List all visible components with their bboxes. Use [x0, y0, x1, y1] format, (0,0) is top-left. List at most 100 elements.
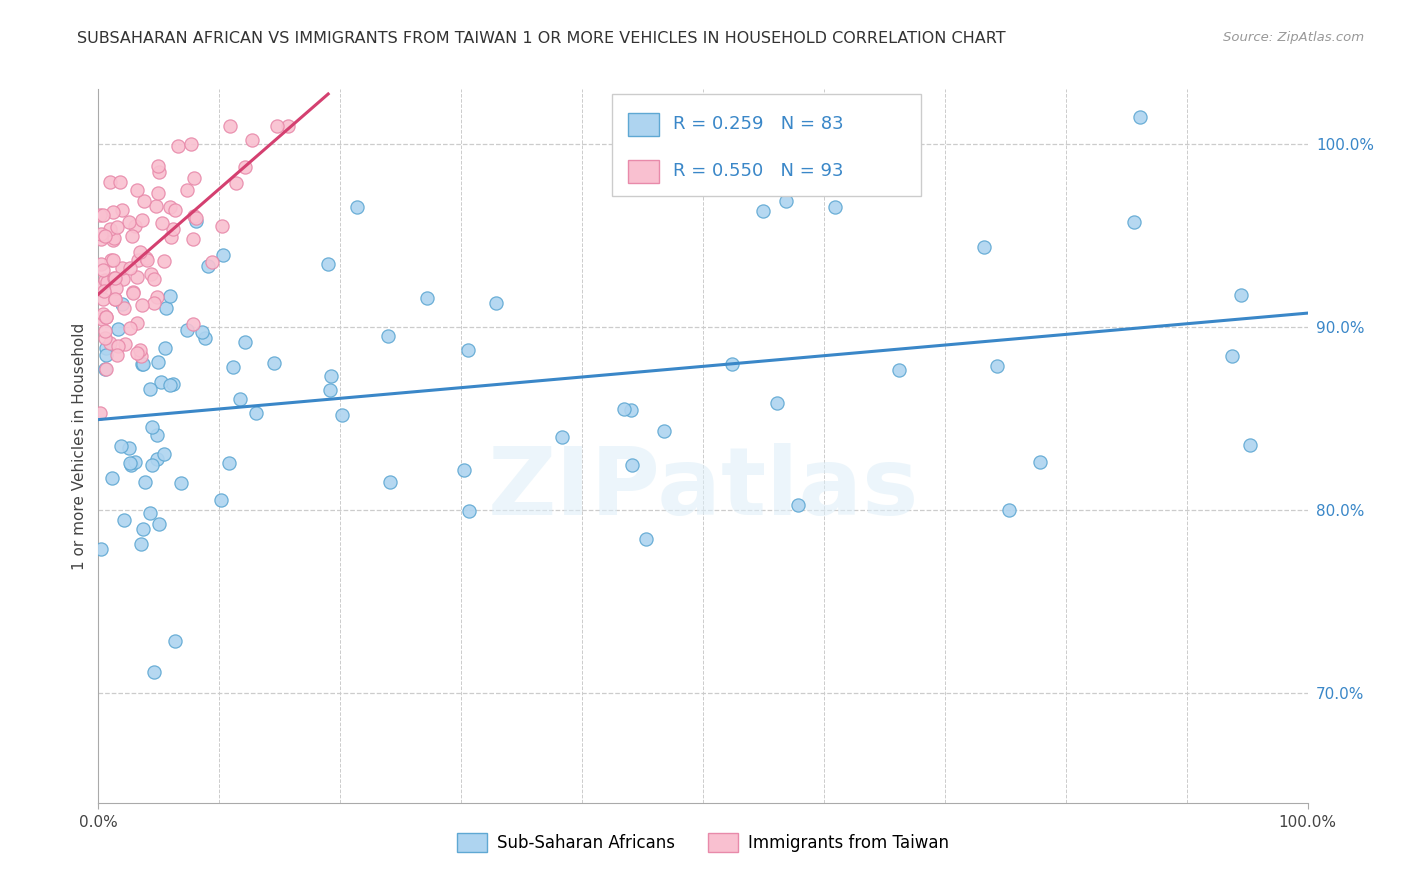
- Point: [94, 341, 117, 355]
- Point: [200, 255, 222, 269]
- Point: [110, 439, 132, 453]
- Point: [1230, 287, 1253, 301]
- Point: [107, 220, 129, 235]
- Y-axis label: 1 or more Vehicles in Household: 1 or more Vehicles in Household: [72, 322, 87, 570]
- Point: [620, 403, 643, 417]
- Point: [636, 532, 658, 546]
- Point: [146, 186, 169, 200]
- Point: [152, 447, 174, 461]
- Point: [94, 324, 117, 338]
- Point: [129, 536, 152, 550]
- Point: [111, 202, 134, 217]
- Point: [998, 503, 1021, 517]
- Point: [551, 430, 574, 444]
- Point: [101, 233, 124, 247]
- Point: [93, 228, 115, 243]
- Point: [104, 281, 127, 295]
- Point: [416, 291, 439, 305]
- Point: [112, 301, 135, 315]
- Point: [104, 292, 127, 306]
- Point: [125, 346, 148, 360]
- Point: [183, 209, 205, 223]
- Point: [91, 311, 114, 326]
- Point: [219, 119, 242, 133]
- Point: [181, 232, 204, 246]
- Point: [103, 271, 125, 285]
- Point: [146, 159, 169, 173]
- Point: [330, 409, 353, 423]
- Point: [194, 331, 217, 345]
- Text: R = 0.550   N = 93: R = 0.550 N = 93: [673, 162, 844, 180]
- Point: [233, 160, 256, 174]
- Point: [159, 289, 181, 303]
- Point: [118, 214, 141, 228]
- Point: [613, 402, 636, 417]
- Point: [652, 424, 675, 438]
- Point: [94, 310, 117, 324]
- Point: [114, 336, 136, 351]
- Point: [90, 256, 112, 270]
- Point: [122, 285, 145, 300]
- Text: R = 0.259   N = 83: R = 0.259 N = 83: [673, 115, 844, 133]
- Point: [103, 253, 125, 268]
- Point: [94, 331, 117, 345]
- Point: [136, 252, 159, 267]
- Point: [184, 214, 207, 228]
- Point: [107, 339, 129, 353]
- Point: [752, 204, 775, 219]
- Point: [91, 292, 114, 306]
- Point: [277, 119, 299, 133]
- Point: [163, 202, 186, 217]
- Point: [129, 349, 152, 363]
- Point: [90, 280, 112, 294]
- Point: [94, 273, 117, 287]
- Point: [111, 297, 134, 311]
- Point: [101, 471, 124, 485]
- Point: [135, 251, 157, 265]
- Point: [118, 321, 141, 335]
- Point: [184, 211, 207, 226]
- Point: [245, 406, 267, 420]
- Point: [155, 301, 177, 315]
- Point: [131, 212, 153, 227]
- Point: [1220, 349, 1243, 363]
- Point: [218, 457, 240, 471]
- Point: [90, 231, 112, 245]
- Point: [240, 133, 263, 147]
- Point: [263, 356, 285, 370]
- Point: [141, 420, 163, 434]
- Point: [112, 513, 135, 527]
- Point: [165, 633, 187, 648]
- Point: [145, 198, 167, 212]
- Point: [104, 293, 127, 307]
- Point: [127, 253, 149, 268]
- Point: [91, 307, 114, 321]
- Point: [453, 463, 475, 477]
- Legend: Sub-Saharan Africans, Immigrants from Taiwan: Sub-Saharan Africans, Immigrants from Ta…: [450, 826, 956, 859]
- Point: [146, 355, 169, 369]
- Point: [124, 454, 146, 468]
- Point: [457, 343, 479, 358]
- Point: [89, 406, 111, 420]
- Point: [139, 382, 162, 396]
- Point: [146, 290, 169, 304]
- Point: [125, 182, 148, 196]
- Point: [121, 229, 143, 244]
- Text: SUBSAHARAN AFRICAN VS IMMIGRANTS FROM TAIWAN 1 OR MORE VEHICLES IN HOUSEHOLD COR: SUBSAHARAN AFRICAN VS IMMIGRANTS FROM TA…: [77, 31, 1005, 46]
- Point: [766, 396, 789, 410]
- Point: [1129, 110, 1152, 124]
- Point: [101, 205, 124, 219]
- Point: [266, 119, 288, 133]
- Point: [96, 275, 118, 289]
- Point: [139, 507, 162, 521]
- Point: [1239, 437, 1261, 451]
- Point: [180, 136, 202, 151]
- Point: [620, 458, 643, 472]
- Point: [105, 348, 128, 362]
- Point: [775, 194, 797, 209]
- Point: [148, 164, 170, 178]
- Point: [129, 343, 152, 357]
- Point: [183, 171, 205, 186]
- Point: [89, 208, 111, 222]
- Point: [90, 227, 112, 241]
